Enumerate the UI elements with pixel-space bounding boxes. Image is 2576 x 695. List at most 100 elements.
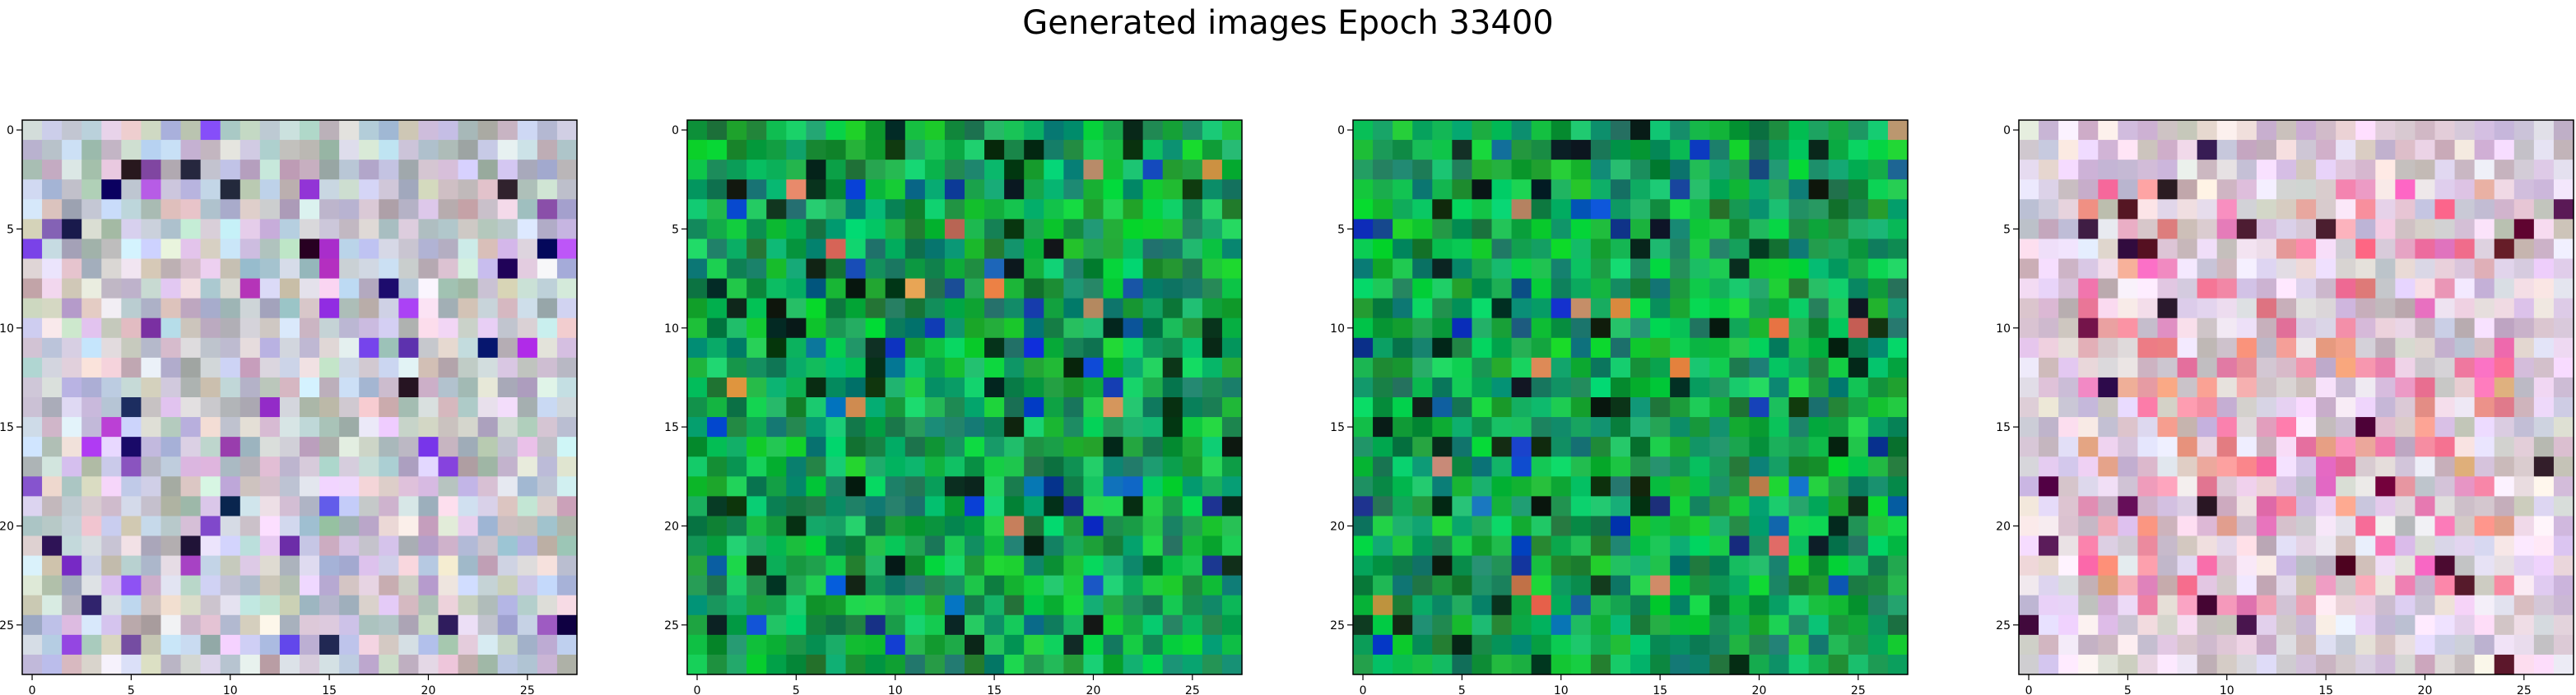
pixel-cell <box>746 496 767 517</box>
pixel-cell <box>2513 555 2535 577</box>
pixel-cell <box>180 140 202 160</box>
pixel-cell <box>1788 555 1810 577</box>
pixel-cell <box>2197 496 2218 517</box>
pixel-cell <box>339 595 360 616</box>
pixel-cell <box>2375 535 2396 557</box>
pixel-cell <box>2434 179 2456 200</box>
pixel-cell <box>1452 575 1473 596</box>
pixel-cell <box>2078 535 2099 557</box>
pixel-cell <box>458 476 479 497</box>
pixel-cell <box>1590 456 1611 477</box>
pixel-cell <box>1590 239 1611 260</box>
pixel-cell <box>1887 199 1909 220</box>
pixel-cell <box>1788 595 1810 616</box>
pixel-cell <box>1610 654 1631 675</box>
pixel-cell <box>2137 614 2159 636</box>
pixel-cell <box>944 120 965 141</box>
pixel-cell <box>1472 179 1493 200</box>
pixel-cell <box>746 456 767 477</box>
pixel-cell <box>1083 219 1104 240</box>
pixel-cell <box>1670 357 1690 378</box>
pixel-cell <box>1491 120 1513 141</box>
pixel-cell <box>1610 397 1631 418</box>
pixel-cell <box>2533 219 2555 240</box>
pixel-cell <box>1353 377 1374 398</box>
pixel-cell <box>2494 377 2515 398</box>
pixel-cell <box>2098 437 2118 457</box>
pixel-cell <box>160 595 182 616</box>
y-tick-label: 0 <box>672 124 679 137</box>
pixel-cell <box>259 258 281 280</box>
pixel-cell <box>537 417 558 438</box>
pixel-cell <box>200 417 221 438</box>
pixel-cell <box>1472 397 1493 418</box>
pixel-cell <box>924 219 946 240</box>
pixel-cell <box>1749 199 1770 220</box>
pixel-cell <box>339 575 360 596</box>
pixel-cell <box>746 120 767 141</box>
pixel-cell <box>1103 654 1124 675</box>
pixel-cell <box>1551 476 1572 497</box>
pixel-cell <box>2177 239 2198 260</box>
pixel-cell <box>1083 595 1104 616</box>
pixel-cell <box>1808 595 1830 616</box>
pixel-cell <box>1729 120 1751 141</box>
pixel-cell <box>141 239 162 260</box>
pixel-cell <box>121 654 142 675</box>
pixel-cell <box>2553 456 2574 477</box>
pixel-cell <box>1123 555 1144 577</box>
pixel-cell <box>22 654 43 675</box>
pixel-cell <box>1690 337 1710 359</box>
pixel-cell <box>2474 357 2495 378</box>
pixel-cell <box>1412 397 1433 418</box>
pixel-cell <box>2019 417 2039 438</box>
pixel-cell <box>1769 258 1790 280</box>
pixel-cell <box>101 614 122 636</box>
pixel-cell <box>279 516 300 537</box>
pixel-cell <box>1044 258 1064 280</box>
pixel-cell <box>1650 258 1671 280</box>
pixel-cell <box>707 397 728 418</box>
pixel-cell <box>786 298 807 319</box>
y-tick-label: 20 <box>1996 520 2011 533</box>
pixel-cell <box>1808 496 1830 517</box>
pixel-cell <box>2019 199 2039 220</box>
pixel-cell <box>1749 239 1770 260</box>
pixel-cell <box>1162 654 1183 675</box>
pixel-cell <box>1690 476 1710 497</box>
pixel-cell <box>727 120 747 141</box>
pixel-cell <box>2098 654 2118 675</box>
pixel-cell <box>101 298 122 319</box>
pixel-cell <box>1551 634 1572 656</box>
pixel-cell <box>845 437 867 457</box>
pixel-cell <box>1670 179 1690 200</box>
pixel-cell <box>239 614 261 636</box>
pixel-cell <box>2236 535 2257 557</box>
pixel-cell <box>2434 397 2456 418</box>
pixel-cell <box>1867 456 1889 477</box>
pixel-cell <box>1353 555 1374 577</box>
pixel-cell <box>904 258 926 280</box>
pixel-cell <box>727 239 747 260</box>
pixel-cell <box>1412 575 1433 596</box>
pixel-cell <box>1221 199 1243 220</box>
pixel-cell <box>1709 417 1730 438</box>
pixel-cell <box>2078 337 2099 359</box>
pixel-cell <box>1887 278 1909 299</box>
pixel-cell <box>1063 397 1085 418</box>
pixel-cell <box>2434 654 2456 675</box>
pixel-cell <box>2494 437 2515 457</box>
pixel-cell <box>1690 417 1710 438</box>
pixel-cell <box>1590 298 1611 319</box>
pixel-cell <box>1142 357 1164 378</box>
pixel-cell <box>2395 476 2416 497</box>
pixel-cell <box>944 476 965 497</box>
pixel-cell <box>339 160 360 180</box>
pixel-cell <box>1570 476 1592 497</box>
pixel-cell <box>1808 120 1830 141</box>
pixel-cell <box>2177 258 2198 280</box>
pixel-cell <box>22 595 43 616</box>
pixel-cell <box>1590 575 1611 596</box>
pixel-cell <box>1887 535 1909 557</box>
pixel-cell <box>398 575 420 596</box>
